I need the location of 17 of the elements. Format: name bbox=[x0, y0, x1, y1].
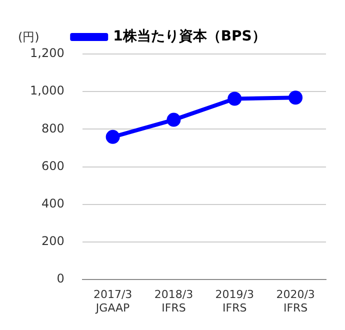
x-tick-label: 2018/3 IFRS bbox=[154, 288, 194, 314]
y-tick-label: 1,000 bbox=[30, 84, 64, 98]
y-tick-label: 800 bbox=[41, 121, 64, 136]
point bbox=[106, 130, 120, 144]
legend-label: 1株当たり資本（BPS） bbox=[113, 28, 266, 45]
y-tick-label: 0 bbox=[56, 272, 64, 286]
x-tick-label: 2019/3 IFRS bbox=[215, 288, 254, 314]
y-axis-title: (円) bbox=[18, 30, 40, 44]
y-tick-label: 600 bbox=[41, 158, 64, 173]
y-tick-label: 400 bbox=[41, 196, 64, 211]
y-tick-label: 1,200 bbox=[30, 46, 64, 60]
point bbox=[288, 90, 303, 105]
x-tick-label: 2020/3 IFRS bbox=[276, 288, 315, 314]
x-tick-label: 2017/3 JGAAP bbox=[93, 288, 132, 314]
point bbox=[166, 112, 181, 127]
point bbox=[228, 92, 242, 106]
y-tick-label: 200 bbox=[41, 234, 64, 248]
